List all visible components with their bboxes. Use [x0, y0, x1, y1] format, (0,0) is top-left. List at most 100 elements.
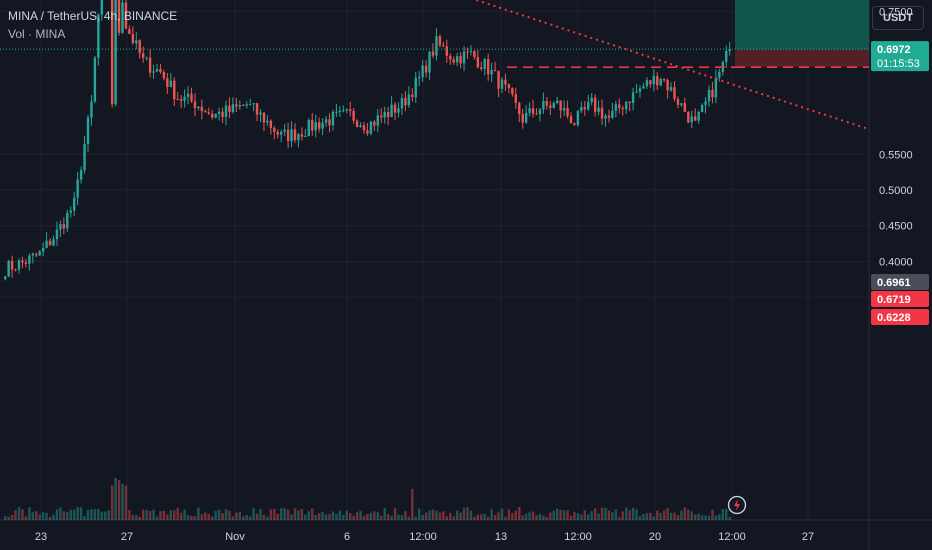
volume-bar: [483, 513, 486, 520]
candle-body: [383, 112, 386, 118]
time-tick-label: 12:00: [564, 531, 592, 543]
candle-body: [211, 113, 214, 118]
volume-bar: [431, 509, 435, 520]
candle-body: [580, 107, 583, 111]
volume-bar: [255, 513, 259, 520]
volume-bar: [407, 516, 411, 520]
candle-body: [28, 255, 31, 264]
candle-body: [197, 106, 200, 109]
time-tick-label: 12:00: [409, 531, 437, 543]
volume-bar: [38, 514, 41, 520]
volume-bar: [676, 515, 680, 520]
candle-body: [694, 116, 697, 121]
volume-bar: [638, 516, 642, 520]
price-label-box: [871, 274, 929, 290]
volume-bar: [449, 512, 452, 520]
candle-body: [252, 103, 255, 105]
candle-body: [69, 210, 72, 213]
candle-body: [473, 50, 476, 58]
volume-bar: [148, 511, 152, 520]
candle-body: [345, 109, 348, 111]
candle-body: [569, 116, 573, 124]
candle-body: [45, 240, 48, 248]
candle-body: [166, 78, 169, 87]
volume-bar: [725, 508, 728, 520]
candle-body: [304, 136, 307, 138]
candle-body: [390, 104, 393, 117]
stop-zone: [735, 49, 869, 68]
volume-bar: [562, 510, 566, 520]
candle-body: [135, 40, 138, 44]
candle-body: [245, 104, 248, 106]
volume-bar: [342, 514, 345, 520]
volume-bar: [418, 508, 421, 520]
candle-body: [697, 112, 700, 121]
volume-bar: [559, 509, 562, 520]
candle-body: [466, 51, 469, 53]
volume-bar: [386, 514, 390, 520]
volume-bar: [604, 507, 607, 520]
candle-body: [552, 103, 555, 109]
candle-body: [728, 49, 731, 52]
volume-bar: [580, 514, 583, 520]
volume-bar: [286, 509, 290, 520]
candle-body: [476, 57, 480, 68]
volume-bar: [690, 511, 693, 520]
candle-body: [293, 129, 297, 141]
volume-bar: [583, 510, 586, 520]
volume-bar: [24, 516, 28, 520]
price-label-box: [871, 291, 929, 307]
price-tick-label: 0.5500: [879, 149, 913, 161]
volume-bar: [600, 507, 604, 520]
candle-body: [462, 51, 466, 64]
volume-bar: [97, 508, 100, 520]
candle-body: [52, 239, 55, 246]
volume-bar: [124, 485, 128, 520]
volume-bar: [314, 514, 317, 520]
candle-body: [676, 98, 680, 105]
candle-body: [183, 96, 186, 101]
volume-bar: [618, 516, 621, 520]
volume-bar: [176, 507, 179, 520]
price-tick-label: 0.5000: [879, 185, 913, 197]
volume-bar: [31, 511, 34, 520]
volume-bar: [231, 516, 235, 520]
candle-body: [645, 80, 649, 87]
candle-body: [659, 78, 662, 86]
volume-bar: [573, 511, 576, 520]
candle-body: [625, 101, 628, 110]
candle-body: [224, 105, 228, 118]
volume-bar: [538, 513, 542, 520]
currency-button[interactable]: USDT: [872, 6, 924, 30]
candle-body: [507, 84, 511, 88]
volume-bar: [293, 508, 297, 520]
candle-body: [286, 129, 290, 142]
candle-body: [152, 71, 155, 73]
candle-body: [404, 98, 407, 106]
volume-bar: [466, 507, 469, 520]
volume-bar: [700, 515, 704, 520]
candle-body: [328, 119, 331, 126]
volume-bar: [683, 507, 687, 520]
candle-body: [535, 113, 538, 115]
volume-bar: [242, 516, 245, 520]
volume-bar: [438, 512, 442, 520]
volume-bar: [514, 510, 517, 520]
candle-body: [545, 101, 549, 106]
volume-bar: [142, 509, 145, 520]
volume-bar: [400, 515, 404, 520]
volume-bar: [117, 480, 121, 520]
volume-bar: [283, 508, 286, 520]
candle-body: [255, 103, 259, 115]
candle-body: [7, 260, 10, 277]
candle-body: [307, 119, 310, 137]
candle-body: [583, 107, 586, 110]
candle-body: [62, 224, 66, 229]
candle-body: [490, 69, 493, 75]
candle-body: [17, 260, 21, 270]
volume-bar: [7, 516, 10, 520]
volume-bar: [17, 507, 21, 520]
volume-bar: [556, 508, 559, 520]
lightning-alert-icon[interactable]: [727, 495, 747, 515]
